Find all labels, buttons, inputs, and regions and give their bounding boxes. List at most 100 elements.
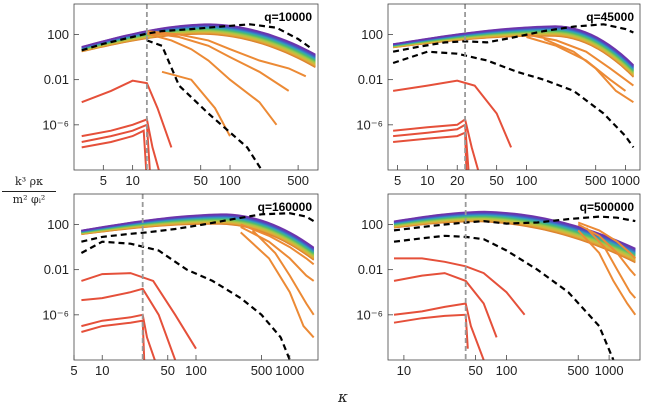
x-tick-label: 100	[516, 173, 538, 188]
red-curve	[81, 287, 177, 360]
y-tick-label: 10⁻⁶	[42, 117, 69, 132]
band-curve	[81, 29, 316, 63]
band-curve	[81, 213, 315, 248]
y-tick-label: 0.01	[44, 72, 69, 87]
red-curve	[393, 272, 498, 338]
orange-curve	[577, 223, 637, 277]
red-curve	[393, 302, 485, 360]
red-curve	[81, 313, 156, 360]
red-curve	[393, 117, 480, 170]
y-tick-label: 0.01	[44, 262, 69, 277]
y-tick-label: 100	[361, 217, 383, 232]
dashed-curve-bottom	[146, 39, 263, 170]
x-tick-label: 50	[489, 173, 503, 188]
x-tick-label: 5	[70, 363, 77, 378]
dashed-curve-top	[81, 212, 315, 243]
red-curve	[393, 123, 470, 170]
orange-curve	[240, 231, 315, 339]
dashed-curve-bottom	[393, 234, 615, 360]
orange-curve	[161, 70, 231, 137]
orange-curve	[240, 223, 315, 266]
y-tick-label: 100	[47, 27, 69, 42]
y-axis-label-numerator: k³ ρκ	[2, 175, 56, 192]
red-curve	[393, 313, 469, 349]
panel-q160000: 5 10 50 100 500 1000 100 0.01 10⁻⁶ q=160000	[42, 193, 319, 378]
y-axis-label: k³ ρκ m² φᵢ²	[2, 175, 56, 206]
panel-q10000: 5 10 50 100 500 100 0.01 10⁻⁶ q=10000	[42, 3, 319, 188]
red-curve	[81, 272, 197, 350]
x-tick-label: 500	[567, 363, 589, 378]
x-tick-label: 50	[193, 173, 207, 188]
y-tick-label: 10⁻⁶	[356, 307, 383, 322]
x-tick-label: 1000	[275, 363, 304, 378]
red-curve	[81, 319, 146, 360]
plot-area	[80, 194, 315, 360]
x-axis-label: κ	[338, 388, 348, 406]
x-tick-label: 1000	[611, 173, 640, 188]
x-tick-label: 100	[496, 363, 518, 378]
x-tick-label: 50	[468, 363, 482, 378]
red-curve	[392, 79, 513, 148]
plot-frame	[387, 3, 641, 171]
x-tick-label: 10	[125, 173, 139, 188]
orange-curve	[146, 31, 290, 92]
x-tick-label: 1000	[595, 363, 624, 378]
y-tick-label: 10⁻⁶	[42, 307, 69, 322]
plot-area	[393, 194, 637, 360]
dashed-curve-bottom	[392, 50, 635, 149]
band-curve	[81, 30, 316, 65]
orange-curve	[146, 30, 307, 78]
orange-curve	[526, 33, 634, 87]
red-curve	[81, 129, 148, 170]
orange-curve	[251, 229, 315, 316]
red-curve	[394, 257, 526, 316]
plot-frame	[73, 3, 319, 171]
plot-area	[81, 4, 316, 170]
orange-curve	[577, 229, 637, 316]
panel-annotation: q=10000	[264, 10, 312, 24]
panel-q45000: 5 10 20 50 100 500 1000 100 0.01 10⁻⁶ q=45000	[356, 3, 641, 188]
y-tick-label: 10⁻⁶	[356, 117, 383, 132]
panel-annotation: q=160000	[258, 200, 313, 214]
y-axis-label-denominator: m² φᵢ²	[12, 192, 46, 206]
band-curve	[393, 210, 636, 250]
dashed-curve-top	[392, 23, 634, 53]
x-tick-label: 500	[287, 173, 309, 188]
red-curve	[81, 123, 151, 170]
y-tick-label: 0.01	[358, 262, 383, 277]
x-tick-label: 5	[100, 173, 107, 188]
plot-area	[392, 4, 635, 170]
band-curve	[81, 29, 316, 64]
panel-annotation: q=45000	[586, 10, 634, 24]
panel-annotation: q=500000	[580, 200, 635, 214]
y-tick-label: 100	[47, 217, 69, 232]
orange-curve	[585, 227, 637, 299]
x-tick-label: 20	[450, 173, 464, 188]
red-curve	[81, 118, 160, 170]
plot-frame	[387, 193, 641, 361]
x-tick-label: 10	[420, 173, 434, 188]
dashed-curve-top	[393, 215, 636, 232]
y-tick-label: 100	[361, 27, 383, 42]
x-tick-label: 10	[95, 363, 109, 378]
dashed-curve-top	[81, 23, 314, 52]
y-tick-label: 0.01	[358, 72, 383, 87]
orange-curve	[146, 32, 278, 126]
band-curve	[81, 29, 316, 64]
x-tick-label: 10	[397, 363, 411, 378]
x-tick-label: 500	[251, 363, 273, 378]
band-curve	[81, 31, 316, 65]
panel-q500000: 10 50 100 500 1000 100 0.01 10⁻⁶ q=500000	[356, 193, 641, 378]
dashed-curve-bottom	[80, 240, 291, 360]
x-tick-label: 50	[161, 363, 175, 378]
band-curve	[81, 23, 316, 55]
band-curve	[392, 25, 634, 66]
x-tick-label: 5	[394, 173, 401, 188]
red-curve	[81, 79, 173, 148]
band-curve	[81, 30, 316, 65]
band-curve	[81, 30, 316, 64]
x-tick-label: 500	[585, 173, 607, 188]
orange-curve	[577, 221, 637, 260]
x-tick-label: 100	[219, 173, 241, 188]
